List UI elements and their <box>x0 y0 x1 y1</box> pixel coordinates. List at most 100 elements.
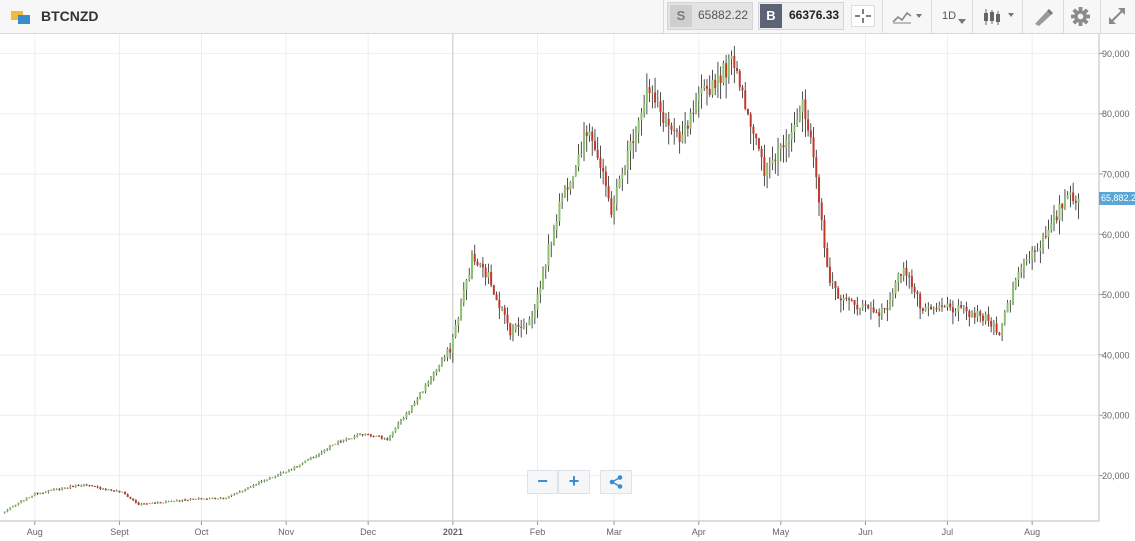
candle-body <box>1066 194 1069 199</box>
expand-icon[interactable] <box>1108 7 1126 30</box>
candle-body <box>74 485 77 487</box>
candle-body <box>618 178 621 188</box>
candle-body <box>613 203 616 215</box>
share-icon <box>609 475 623 489</box>
candle-body <box>151 502 154 504</box>
candle-body <box>358 434 361 436</box>
candle-body <box>766 164 769 177</box>
buy-button[interactable]: B 66376.33 <box>758 2 844 30</box>
candle-body <box>405 412 408 419</box>
candle-body <box>596 149 599 158</box>
candle-body <box>894 282 897 294</box>
candle-body <box>285 472 288 474</box>
chevron-down-icon[interactable] <box>958 12 966 30</box>
buy-tag: B <box>760 4 782 28</box>
candlestick-icon[interactable] <box>983 8 1017 31</box>
candle-body <box>181 499 184 501</box>
candle-body <box>675 130 678 132</box>
candle-body <box>624 170 627 174</box>
candle-body <box>883 308 886 310</box>
candle-body <box>807 119 810 131</box>
candle-body <box>389 436 392 440</box>
sell-price: 65882.22 <box>698 8 749 22</box>
candle-body <box>484 267 487 278</box>
candle-body <box>72 485 75 487</box>
candle-body <box>1077 198 1080 203</box>
price-chart[interactable]: 20,000 30,000 40,000 50,000 60,000 70,000 80,0… <box>0 34 1135 541</box>
draw-icon[interactable] <box>1033 8 1053 31</box>
candle-body <box>296 466 299 468</box>
candle-body <box>279 472 282 475</box>
candle-body <box>197 498 200 500</box>
candle-body <box>255 484 258 486</box>
candle-body <box>293 466 296 470</box>
sell-button[interactable]: S 65882.22 <box>667 2 753 30</box>
candle-body <box>1053 216 1056 224</box>
candle-body <box>421 391 424 394</box>
share-button[interactable] <box>600 470 632 494</box>
candle-body <box>184 499 187 501</box>
divider <box>1022 0 1023 33</box>
candle-body <box>31 495 34 498</box>
candle-body <box>126 494 129 497</box>
candle-body <box>880 308 883 316</box>
timeframe-label[interactable]: 1D <box>942 10 957 22</box>
candle-body <box>1047 229 1050 238</box>
candle-body <box>440 359 443 366</box>
candle-body <box>965 306 968 312</box>
candle-body <box>1022 261 1025 269</box>
candle-body <box>1058 203 1061 221</box>
candle-body <box>271 477 274 479</box>
candle-body <box>323 449 326 453</box>
candle-body <box>517 324 520 327</box>
candle-body <box>47 490 50 493</box>
candle-body <box>563 187 566 198</box>
candle-body <box>949 303 952 308</box>
candle-body <box>924 307 927 311</box>
x-tick-label: 2021 <box>443 527 463 537</box>
candle-body <box>566 187 569 190</box>
zoom-out-button[interactable]: − <box>527 470 558 494</box>
candle-body <box>960 305 963 308</box>
candle-body <box>378 435 381 437</box>
candle-body <box>492 285 495 295</box>
candle-body <box>123 491 126 495</box>
candle-body <box>93 486 96 488</box>
candle-body <box>287 470 290 473</box>
line-chart-icon[interactable] <box>892 9 924 30</box>
candle-body <box>216 498 219 500</box>
candle-body <box>908 275 911 277</box>
candle-body <box>572 175 575 183</box>
candle-body <box>55 488 58 490</box>
candle-body <box>503 307 506 315</box>
gear-icon[interactable] <box>1071 7 1090 31</box>
y-tick-label: 30,000 <box>1102 411 1130 421</box>
candle-body <box>454 324 457 337</box>
x-tick-label: Aug <box>1024 527 1040 537</box>
candle-body <box>402 418 405 420</box>
candle-body <box>1042 236 1045 249</box>
candle-body <box>569 182 572 190</box>
candle-body <box>230 494 233 497</box>
candle-body <box>787 139 790 141</box>
candle-body <box>962 306 965 308</box>
candle-body <box>643 103 646 113</box>
crosshair-icon[interactable] <box>851 5 875 32</box>
candle-body <box>339 441 342 443</box>
candle-body <box>752 126 755 134</box>
candle-body <box>104 489 107 491</box>
current-price-tag: 65,882.22 <box>1099 192 1135 205</box>
x-tick-label: Aug <box>27 527 43 537</box>
candle-body <box>990 320 993 327</box>
candle-body <box>334 443 337 445</box>
candle-body <box>943 306 946 308</box>
candle-body <box>897 273 900 283</box>
candle-body <box>345 438 348 441</box>
zoom-in-button[interactable]: + <box>558 470 590 494</box>
candle-body <box>719 75 722 83</box>
candle-body <box>490 272 493 286</box>
candle-body <box>932 308 935 310</box>
candle-body <box>438 365 441 370</box>
candle-body <box>476 261 479 266</box>
candle-body <box>386 438 389 440</box>
